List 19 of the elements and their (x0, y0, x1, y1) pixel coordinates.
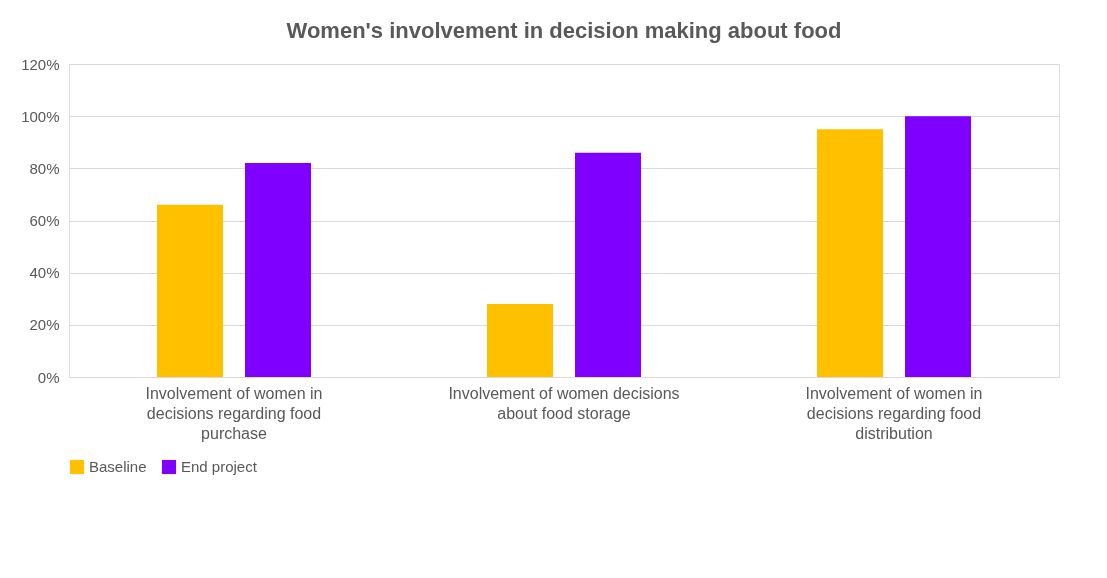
y-tick-label: 100% (21, 107, 60, 125)
bar (817, 129, 883, 377)
bar (905, 116, 971, 377)
chart-title: Women's involvement in decision making about food (286, 18, 842, 43)
y-tick-label: 0% (37, 368, 60, 386)
bar (157, 204, 223, 377)
bar (245, 163, 311, 377)
x-tick-label: Involvement of women decisions about food storage (448, 384, 680, 422)
x-tick-label: Involvement of women in decisions regarding food purchase (145, 384, 323, 442)
y-tick-label: 20% (29, 316, 60, 334)
y-tick-label: 80% (29, 159, 60, 177)
x-tick-label: Involvement of women in decisions regarding food distribution (805, 384, 983, 442)
legend-label: Baseline (89, 458, 147, 475)
y-tick-label: 40% (29, 264, 60, 282)
bar (575, 152, 641, 377)
y-tick-label: 120% (21, 55, 60, 73)
legend-label: End project (181, 458, 258, 475)
y-tick-label: 60% (29, 212, 60, 229)
bar (487, 303, 553, 377)
